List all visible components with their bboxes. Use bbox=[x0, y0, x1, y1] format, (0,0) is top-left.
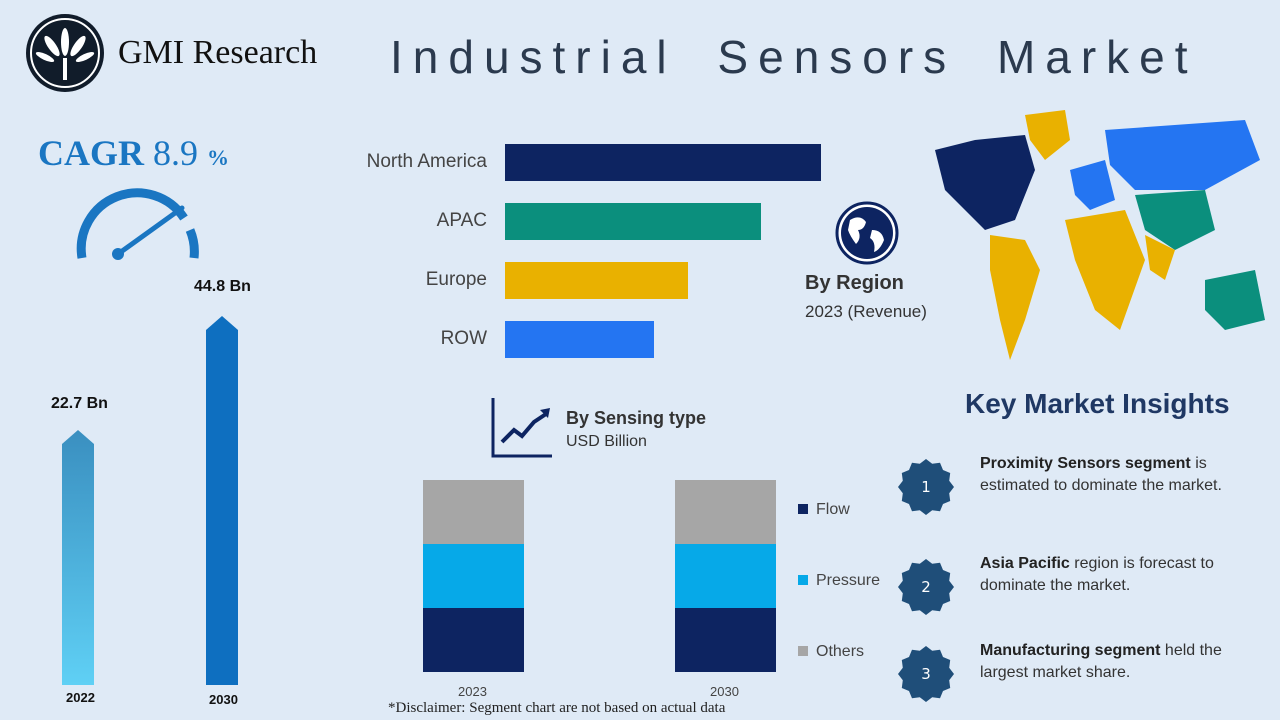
stack-segment-pressure bbox=[675, 544, 776, 609]
legend-label: Others bbox=[816, 643, 865, 660]
region-label: APAC bbox=[436, 210, 487, 231]
stack-segment-pressure bbox=[423, 544, 524, 609]
globe-icon bbox=[835, 201, 899, 265]
region-bar bbox=[505, 203, 761, 240]
sensing-title: By Sensing type bbox=[566, 408, 707, 428]
region-bar bbox=[505, 321, 654, 358]
legend-item: Flow bbox=[798, 501, 850, 519]
insight-number: 2 bbox=[921, 578, 931, 596]
insight-body: held the largest market share. bbox=[980, 642, 1222, 681]
insight-text: Asia Pacific region is forecast to domin… bbox=[980, 553, 1250, 597]
disclaimer: *Disclaimer: Segment chart are not based… bbox=[388, 700, 726, 716]
year-2022: 2022 bbox=[66, 690, 95, 705]
bar-2030 bbox=[206, 316, 238, 685]
insight-highlight: Proximity Sensors segment bbox=[980, 455, 1191, 472]
bar-2022 bbox=[62, 430, 94, 685]
insight-body: is estimated to dominate the market. bbox=[980, 455, 1222, 494]
value-2030: 44.8 Bn bbox=[194, 278, 251, 295]
insight-badge: 3 bbox=[898, 646, 954, 702]
legend-item: Pressure bbox=[798, 572, 880, 590]
cagr-label: CAGR 8.9 % bbox=[38, 133, 229, 173]
legend-swatch bbox=[798, 575, 808, 585]
insight-highlight: Manufacturing segment bbox=[980, 642, 1161, 659]
gmi-logo-icon bbox=[26, 14, 104, 92]
insight-highlight: Asia Pacific bbox=[980, 555, 1070, 572]
stack-segment-flow bbox=[675, 608, 776, 672]
year-2030: 2030 bbox=[209, 692, 238, 707]
sensing-subtitle: USD Billion bbox=[566, 433, 647, 450]
region-label: North America bbox=[366, 151, 487, 172]
stack-segment-flow bbox=[423, 608, 524, 672]
insight-text: Proximity Sensors segment is estimated t… bbox=[980, 453, 1250, 497]
region-label: Europe bbox=[425, 269, 487, 290]
value-2022: 22.7 Bn bbox=[51, 395, 108, 412]
insight-badge: 1 bbox=[898, 459, 954, 515]
insight-number: 1 bbox=[921, 478, 931, 496]
region-bar bbox=[505, 262, 689, 299]
stack-segment-others bbox=[423, 480, 524, 545]
region-bar bbox=[505, 144, 821, 181]
speedometer-icon bbox=[76, 188, 199, 260]
region-label: ROW bbox=[440, 328, 487, 349]
legend-swatch bbox=[798, 504, 808, 514]
legend-label: Flow bbox=[816, 501, 850, 518]
insight-body: region is forecast to dominate the marke… bbox=[980, 555, 1214, 594]
world-map bbox=[935, 110, 1265, 360]
line-chart-icon bbox=[491, 398, 552, 458]
legend-item: Others bbox=[798, 643, 864, 661]
legend-label: Pressure bbox=[816, 572, 881, 589]
page-title: Industrial Sensors Market bbox=[390, 31, 1198, 83]
region-title: By Region bbox=[805, 272, 904, 294]
stack-category-label: 2030 bbox=[710, 684, 739, 699]
insight-badge: 2 bbox=[898, 559, 954, 615]
insights-title: Key Market Insights bbox=[965, 388, 1230, 419]
legend-swatch bbox=[798, 646, 808, 656]
insight-number: 3 bbox=[921, 665, 931, 683]
insight-text: Manufacturing segment held the largest m… bbox=[980, 640, 1250, 684]
stack-segment-others bbox=[675, 480, 776, 545]
stack-category-label: 2023 bbox=[458, 684, 487, 699]
region-subtitle: 2023 (Revenue) bbox=[805, 302, 927, 321]
brand-name: GMI Research bbox=[118, 34, 318, 71]
